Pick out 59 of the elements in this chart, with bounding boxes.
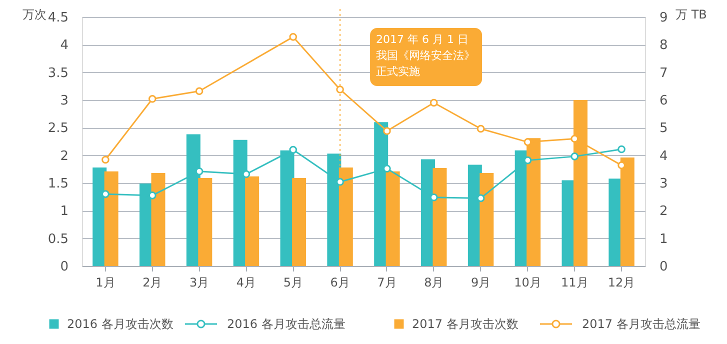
y-tick-label: 1 — [60, 204, 68, 220]
y2-tick-label: 8 — [660, 38, 668, 54]
bar — [245, 176, 260, 266]
y2-tick-label: 5 — [660, 121, 668, 136]
point — [618, 145, 626, 154]
y-tick-label: 1.5 — [48, 176, 68, 192]
x-tick-label: 3月 — [189, 276, 210, 290]
point — [289, 146, 298, 154]
point — [195, 87, 204, 96]
y-tick-label: 4.5 — [48, 10, 68, 26]
y-tick-label: 2.5 — [48, 121, 68, 136]
y2-tick-label: 2 — [660, 204, 668, 220]
bar — [151, 173, 166, 266]
legend-label: 2017 各月攻击总流量 — [582, 317, 700, 331]
point — [570, 152, 579, 160]
y-tick-label: 0 — [60, 260, 68, 274]
bar — [292, 178, 306, 266]
y2-tick-label: 0 — [660, 260, 668, 274]
y-tick-label: 3.5 — [48, 66, 68, 81]
y2-tick-label: 7 — [660, 66, 668, 81]
x-tick-label: 4月 — [236, 276, 256, 290]
x-tick-label: 12月 — [608, 276, 636, 290]
x-tick-label: 6月 — [330, 276, 350, 290]
point — [476, 124, 485, 133]
legend-label: 2017 各月攻击次数 — [412, 317, 518, 331]
bar — [198, 178, 212, 266]
x-tick-label: 9月 — [470, 276, 491, 290]
point — [148, 94, 156, 103]
y-tick-label: 2 — [60, 148, 68, 164]
y2-tick-label: 1 — [660, 232, 668, 247]
x-tick-label: 8月 — [424, 276, 444, 290]
x-tick-label: 11月 — [560, 276, 588, 290]
y2-axis-title: 万 TB — [676, 8, 707, 22]
x-tick-label: 7月 — [377, 276, 397, 290]
x-tick-label: 10月 — [514, 276, 542, 290]
y-tick-label: 3 — [60, 94, 68, 108]
point — [289, 33, 298, 41]
y2-tick-label: 6 — [660, 94, 668, 108]
bar — [432, 168, 447, 266]
x-tick-label: 1月 — [96, 276, 116, 290]
legend-label: 2016 各月攻击次数 — [67, 317, 174, 331]
y2-tick-label: 3 — [660, 176, 668, 192]
bar — [386, 171, 400, 266]
y-tick-label: 4 — [60, 38, 68, 54]
bar — [104, 171, 118, 266]
legend-label: 2016 各月攻击总流量 — [227, 317, 346, 331]
point — [336, 86, 344, 94]
y-axis-title: 万次 — [22, 8, 46, 22]
point — [383, 127, 391, 135]
x-tick-label: 2月 — [142, 276, 162, 290]
y-tick-label: 0.5 — [48, 232, 68, 247]
x-tick-label: 5月 — [283, 276, 303, 290]
bar — [480, 173, 494, 266]
point — [102, 156, 110, 164]
bar — [620, 158, 634, 266]
y2-tick-label: 9 — [660, 10, 668, 26]
point — [430, 98, 438, 107]
y2-tick-label: 4 — [660, 148, 668, 164]
annotation: 2017 年 6 月 1 日我国《网络安全法》正式实施 — [376, 33, 476, 78]
